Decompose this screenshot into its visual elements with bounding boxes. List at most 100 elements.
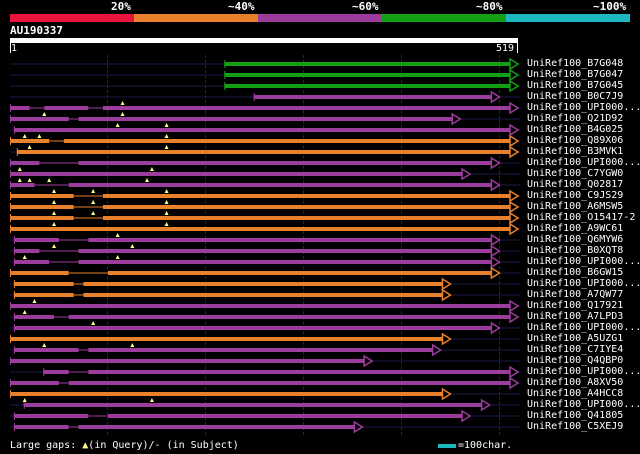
hit-arrow-head [431, 343, 443, 357]
hit-bar-body [23, 403, 482, 407]
hit-label[interactable]: UniRef100_Q17921 [527, 300, 624, 311]
hit-bar-body [10, 183, 492, 187]
hit-bar-body [13, 128, 510, 132]
hit-bar [10, 178, 501, 192]
hit-label[interactable]: UniRef100_O15417-2 [527, 212, 636, 223]
query-gap-triangle-icon [52, 222, 57, 226]
hit-label[interactable]: UniRef100_C9JS29 [527, 190, 624, 201]
hit-bar-body [13, 249, 492, 253]
subject-gap-line [54, 316, 69, 318]
hit-label[interactable]: UniRef100_UPI000... [527, 322, 640, 333]
hit-bar-body [10, 117, 453, 121]
hit-label[interactable]: UniRef100_C7YGW0 [527, 168, 624, 179]
hit-start-tick [13, 291, 15, 299]
hit-label[interactable]: UniRef100_Q41805 [527, 410, 624, 421]
hit-label[interactable]: UniRef100_B4G025 [527, 124, 624, 135]
hit-arrow-head [509, 365, 520, 379]
subject-gap-line [73, 217, 103, 219]
hit-label[interactable]: UniRef100_A5UZG1 [527, 333, 624, 344]
hit-label[interactable]: UniRef100_B7G045 [527, 80, 624, 91]
query-gap-triangle-icon [164, 145, 169, 149]
query-gap-triangle-icon [120, 112, 125, 116]
scale-bar [438, 444, 456, 448]
query-gap-triangle-icon [52, 189, 57, 193]
subject-gap-line [39, 250, 79, 252]
hit-start-tick [13, 313, 15, 321]
hit-arrow-head [451, 112, 462, 126]
query-gap-triangle-icon [164, 200, 169, 204]
legend-percent-label: ~60% [352, 0, 379, 13]
hit-bar [10, 354, 374, 368]
hit-bar-body [13, 414, 463, 418]
hit-label[interactable]: UniRef100_B6GW15 [527, 267, 624, 278]
hit-label[interactable]: UniRef100_A7LPD3 [527, 311, 624, 322]
hit-label[interactable]: UniRef100_Q21D92 [527, 113, 624, 124]
hit-bar-body [13, 238, 492, 242]
hit-bar-body [13, 326, 492, 330]
hit-bar [10, 266, 501, 280]
hit-start-tick [10, 137, 11, 145]
hit-start-tick [10, 115, 11, 123]
hit-bar-body [13, 348, 433, 352]
query-gap-triangle-icon [42, 112, 47, 116]
hit-label[interactable]: UniRef100_UPI000... [527, 256, 640, 267]
hit-arrow-head [509, 68, 520, 82]
hit-bar [43, 365, 520, 379]
hit-label[interactable]: UniRef100_A8XV50 [527, 377, 624, 388]
query-gap-triangle-icon [145, 178, 150, 182]
query-end-tick [517, 43, 518, 53]
hit-start-tick [13, 258, 15, 266]
hit-label[interactable]: UniRef100_Q6MYW6 [527, 234, 624, 245]
hit-label[interactable]: UniRef100_Q4QBP0 [527, 355, 624, 366]
hit-start-tick [10, 379, 11, 387]
legend-segment [382, 14, 506, 22]
hit-label[interactable]: UniRef100_Q89X06 [527, 135, 624, 146]
hit-bar [10, 156, 501, 170]
hit-bar-body [10, 194, 510, 198]
hit-label[interactable]: UniRef100_B7G048 [527, 58, 624, 69]
legend-percent-label: 20% [111, 0, 131, 13]
hit-label[interactable]: UniRef100_UPI000... [527, 102, 640, 113]
query-gap-triangle-icon [149, 398, 154, 402]
hit-label[interactable]: UniRef100_A9WC61 [527, 223, 624, 234]
hit-label[interactable]: UniRef100_UPI000... [527, 278, 640, 289]
legend-percent-label: ~100% [593, 0, 627, 13]
hit-label[interactable]: UniRef100_UPI000... [527, 366, 640, 377]
hit-label[interactable]: UniRef100_UPI000... [527, 399, 640, 410]
hit-label[interactable]: UniRef100_A7QW77 [527, 289, 624, 300]
hit-bar [10, 200, 520, 214]
hit-bar [10, 112, 462, 126]
hit-label[interactable]: UniRef100_A4HCC8 [527, 388, 624, 399]
query-gap-triangle-icon [164, 222, 169, 226]
hit-label[interactable]: UniRef100_UPI000... [527, 157, 640, 168]
subject-gap-line [68, 118, 79, 120]
hit-bar [10, 332, 452, 346]
hit-arrow-head [509, 299, 520, 313]
hit-arrow-head [490, 266, 501, 280]
hit-label[interactable]: UniRef100_B0XQT8 [527, 245, 624, 256]
hit-label[interactable]: UniRef100_C7IYE4 [527, 344, 624, 355]
hit-arrow-head [509, 200, 520, 214]
query-gap-triangle-icon [91, 200, 96, 204]
hit-arrow-head [490, 233, 501, 247]
hit-arrow-head [441, 288, 452, 302]
grid-line [303, 55, 304, 435]
hit-label[interactable]: UniRef100_A6MSW5 [527, 201, 624, 212]
hit-arrow-head [441, 387, 452, 401]
grid-line [107, 55, 108, 435]
hit-arrow-head [509, 123, 520, 137]
hit-bar-body [224, 62, 510, 66]
hit-arrow-head [490, 244, 501, 258]
hit-label[interactable]: UniRef100_B0C7J9 [527, 91, 624, 102]
query-gap-triangle-icon [22, 398, 27, 402]
grid-line [499, 55, 500, 435]
hit-label[interactable]: UniRef100_B7G047 [527, 69, 624, 80]
hit-label[interactable]: UniRef100_Q02817 [527, 179, 624, 190]
hit-label[interactable]: UniRef100_B3MVK1 [527, 146, 624, 157]
hit-bar [10, 134, 520, 148]
large-gaps-legend: Large gaps: ▲(in Query)/- (in Subject) [10, 440, 239, 452]
identity-legend-bar [10, 14, 630, 22]
query-gap-triangle-icon [164, 134, 169, 138]
hit-label[interactable]: UniRef100_C5XEJ9 [527, 421, 624, 432]
hit-bar [13, 244, 501, 258]
